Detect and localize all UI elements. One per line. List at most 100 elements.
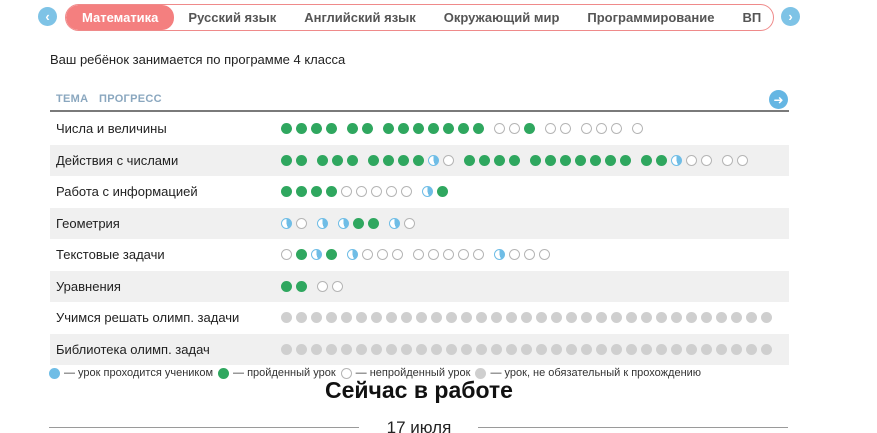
tabs-next-button[interactable]: › bbox=[781, 7, 800, 26]
lesson-optional-dot[interactable] bbox=[476, 312, 487, 324]
lesson-optional-dot[interactable] bbox=[281, 312, 292, 324]
lesson-optional-dot[interactable] bbox=[626, 312, 637, 324]
lesson-done-dot[interactable] bbox=[509, 154, 520, 166]
lesson-optional-dot[interactable] bbox=[371, 312, 382, 324]
lesson-in-progress-dot[interactable] bbox=[317, 217, 328, 229]
topic-row[interactable]: Работа с информацией bbox=[50, 176, 789, 208]
lesson-optional-dot[interactable] bbox=[386, 312, 397, 324]
lesson-done-dot[interactable] bbox=[362, 123, 373, 135]
lesson-not-done-dot[interactable] bbox=[737, 154, 748, 166]
lesson-optional-dot[interactable] bbox=[356, 312, 367, 324]
lesson-not-done-dot[interactable] bbox=[596, 123, 607, 135]
lesson-optional-dot[interactable] bbox=[506, 343, 517, 355]
lesson-done-dot[interactable] bbox=[383, 154, 394, 166]
lesson-done-dot[interactable] bbox=[560, 154, 571, 166]
lesson-in-progress-dot[interactable] bbox=[428, 154, 439, 166]
topic-label[interactable]: Геометрия bbox=[56, 215, 120, 231]
lesson-optional-dot[interactable] bbox=[596, 343, 607, 355]
lesson-optional-dot[interactable] bbox=[536, 312, 547, 324]
lesson-not-done-dot[interactable] bbox=[356, 186, 367, 198]
lesson-done-dot[interactable] bbox=[317, 154, 328, 166]
lesson-not-done-dot[interactable] bbox=[341, 186, 352, 198]
tab-0[interactable]: Математика bbox=[66, 5, 175, 30]
lesson-optional-dot[interactable] bbox=[581, 343, 592, 355]
lesson-optional-dot[interactable] bbox=[311, 343, 322, 355]
lesson-not-done-dot[interactable] bbox=[386, 186, 397, 198]
lesson-optional-dot[interactable] bbox=[521, 312, 532, 324]
topic-label[interactable]: Уравнения bbox=[56, 278, 121, 294]
lesson-in-progress-dot[interactable] bbox=[494, 249, 505, 261]
lesson-optional-dot[interactable] bbox=[641, 312, 652, 324]
lesson-not-done-dot[interactable] bbox=[392, 249, 403, 261]
lesson-optional-dot[interactable] bbox=[431, 343, 442, 355]
lesson-optional-dot[interactable] bbox=[326, 343, 337, 355]
tabs-prev-button[interactable]: ‹ bbox=[38, 7, 57, 26]
lesson-not-done-dot[interactable] bbox=[524, 249, 535, 261]
lesson-optional-dot[interactable] bbox=[356, 343, 367, 355]
lesson-optional-dot[interactable] bbox=[341, 343, 352, 355]
lesson-done-dot[interactable] bbox=[413, 154, 424, 166]
topic-label[interactable]: Действия с числами bbox=[56, 152, 179, 168]
lesson-optional-dot[interactable] bbox=[686, 343, 697, 355]
lesson-done-dot[interactable] bbox=[347, 123, 358, 135]
topic-row[interactable]: Учимся решать олимп. задачи bbox=[50, 302, 789, 334]
lesson-optional-dot[interactable] bbox=[446, 312, 457, 324]
lesson-not-done-dot[interactable] bbox=[458, 249, 469, 261]
lesson-optional-dot[interactable] bbox=[476, 343, 487, 355]
lesson-done-dot[interactable] bbox=[326, 249, 337, 261]
lesson-done-dot[interactable] bbox=[326, 123, 337, 135]
lesson-done-dot[interactable] bbox=[473, 123, 484, 135]
lesson-optional-dot[interactable] bbox=[656, 312, 667, 324]
lesson-done-dot[interactable] bbox=[428, 123, 439, 135]
lesson-done-dot[interactable] bbox=[641, 154, 652, 166]
lesson-done-dot[interactable] bbox=[296, 154, 307, 166]
lesson-not-done-dot[interactable] bbox=[401, 186, 412, 198]
lesson-optional-dot[interactable] bbox=[746, 343, 757, 355]
lesson-not-done-dot[interactable] bbox=[686, 154, 697, 166]
lesson-optional-dot[interactable] bbox=[401, 312, 412, 324]
lesson-not-done-dot[interactable] bbox=[281, 249, 292, 261]
lesson-optional-dot[interactable] bbox=[371, 343, 382, 355]
lesson-done-dot[interactable] bbox=[437, 186, 448, 198]
lesson-optional-dot[interactable] bbox=[461, 312, 472, 324]
lesson-done-dot[interactable] bbox=[368, 154, 379, 166]
lesson-optional-dot[interactable] bbox=[761, 343, 772, 355]
lesson-done-dot[interactable] bbox=[575, 154, 586, 166]
lesson-optional-dot[interactable] bbox=[551, 312, 562, 324]
lesson-done-dot[interactable] bbox=[296, 123, 307, 135]
lesson-done-dot[interactable] bbox=[605, 154, 616, 166]
tab-2[interactable]: Английский язык bbox=[304, 10, 416, 25]
lesson-optional-dot[interactable] bbox=[641, 343, 652, 355]
lesson-optional-dot[interactable] bbox=[341, 312, 352, 324]
lesson-optional-dot[interactable] bbox=[296, 343, 307, 355]
lesson-done-dot[interactable] bbox=[311, 186, 322, 198]
lesson-optional-dot[interactable] bbox=[326, 312, 337, 324]
lesson-not-done-dot[interactable] bbox=[371, 186, 382, 198]
lesson-not-done-dot[interactable] bbox=[404, 217, 415, 229]
lesson-not-done-dot[interactable] bbox=[443, 249, 454, 261]
topic-row[interactable]: Действия с числами bbox=[50, 144, 789, 176]
lesson-not-done-dot[interactable] bbox=[377, 249, 388, 261]
lesson-done-dot[interactable] bbox=[296, 249, 307, 261]
lesson-optional-dot[interactable] bbox=[416, 312, 427, 324]
lesson-done-dot[interactable] bbox=[368, 217, 379, 229]
lesson-done-dot[interactable] bbox=[281, 154, 292, 166]
lesson-optional-dot[interactable] bbox=[311, 312, 322, 324]
lesson-done-dot[interactable] bbox=[326, 186, 337, 198]
topic-row[interactable]: Текстовые задачи bbox=[50, 239, 789, 271]
lesson-not-done-dot[interactable] bbox=[413, 249, 424, 261]
lesson-optional-dot[interactable] bbox=[701, 343, 712, 355]
topic-row[interactable]: Уравнения bbox=[50, 270, 789, 302]
lesson-not-done-dot[interactable] bbox=[443, 154, 454, 166]
lesson-not-done-dot[interactable] bbox=[539, 249, 550, 261]
lesson-done-dot[interactable] bbox=[458, 123, 469, 135]
table-next-arrow-icon[interactable]: ➜ bbox=[769, 90, 788, 109]
lesson-done-dot[interactable] bbox=[398, 123, 409, 135]
topic-label[interactable]: Текстовые задачи bbox=[56, 247, 165, 263]
lesson-in-progress-dot[interactable] bbox=[311, 249, 322, 261]
lesson-done-dot[interactable] bbox=[464, 154, 475, 166]
lesson-optional-dot[interactable] bbox=[731, 312, 742, 324]
lesson-not-done-dot[interactable] bbox=[611, 123, 622, 135]
lesson-done-dot[interactable] bbox=[530, 154, 541, 166]
lesson-optional-dot[interactable] bbox=[416, 343, 427, 355]
